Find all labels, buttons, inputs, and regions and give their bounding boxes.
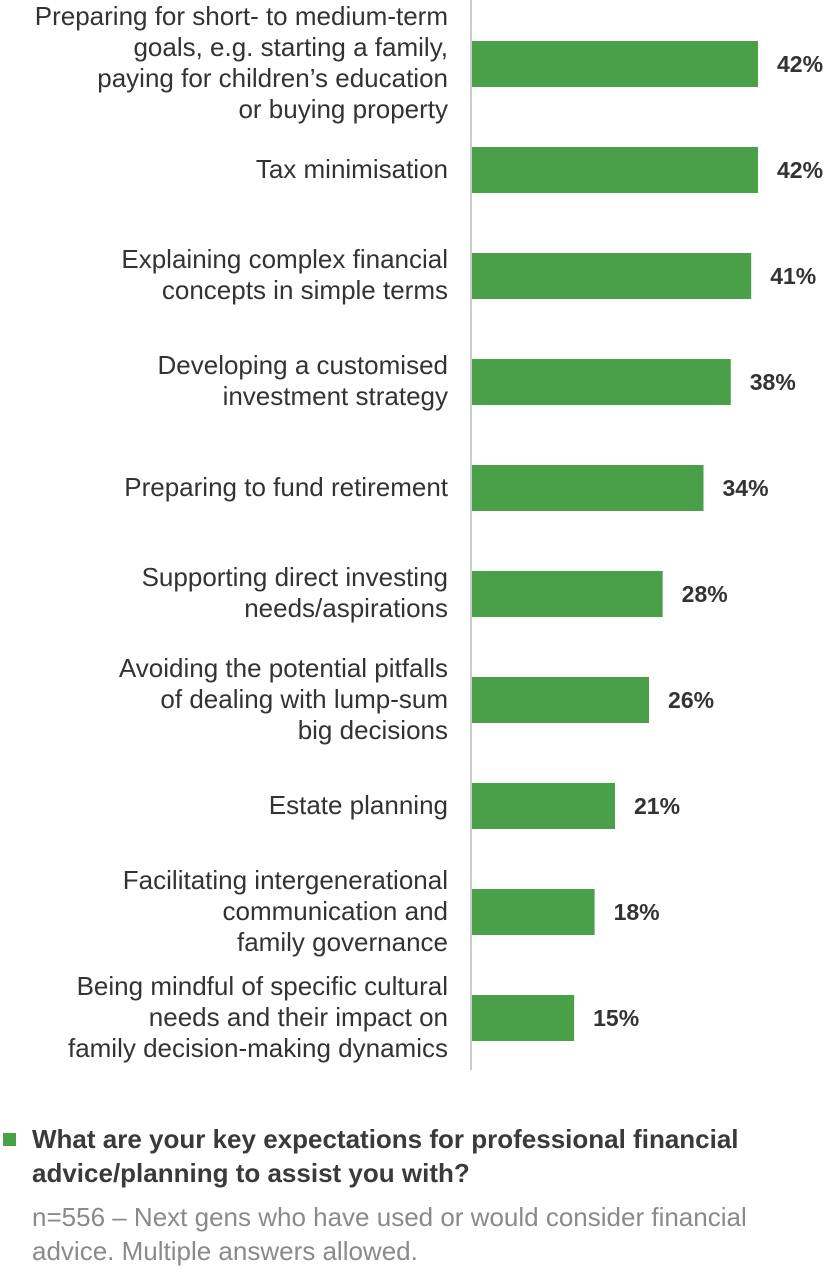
category-label-line: of dealing with lump-sum [160, 683, 448, 714]
bar [472, 147, 758, 193]
category-label-line: Supporting direct investing [141, 562, 448, 592]
category-label: Estate planning [8, 790, 448, 821]
data-label: 28% [682, 581, 728, 607]
bar [472, 995, 575, 1041]
category-label-line: Preparing for short- to medium-term [34, 1, 448, 31]
category-label-line: big decisions [297, 714, 448, 745]
category-label-line: Facilitating intergenerational [122, 864, 448, 895]
legend-question: What are your key expectations for profe… [32, 1124, 739, 1188]
data-label: 34% [723, 475, 769, 501]
data-label: 15% [593, 1005, 639, 1031]
category-label-line: needs/aspirations [244, 593, 448, 623]
category-label: Supporting direct investing needs/aspirat… [8, 562, 448, 624]
category-label: Being mindful of specific cultural needs … [8, 971, 448, 1064]
legend-marker [3, 1133, 16, 1146]
bar [472, 677, 650, 723]
bar [472, 465, 704, 511]
data-label: 26% [668, 687, 714, 713]
category-label-line: investment strategy [222, 381, 448, 411]
bar [472, 889, 595, 935]
category-label-line: concepts in simple terms [161, 275, 448, 305]
category-label: Tax minimisation [8, 154, 448, 185]
bar [472, 783, 615, 829]
category-label: Avoiding the potential pitfalls of dealin… [8, 653, 448, 746]
category-label-line: needs and their impact on [148, 1001, 448, 1032]
category-label-line: Estate planning [268, 789, 448, 820]
category-label-line: goals, e.g. starting a family, [133, 32, 448, 62]
bar-chart: 42% 42% 41% 38% 34% 28% 26% 21% 18% 15% Preparing… [8, 0, 823, 1070]
category-label-line: Developing a customised [157, 350, 449, 380]
chart-svg: 42% 42% 41% 38% 34% 28% 26% 21% 18% 15% [470, 0, 823, 1070]
data-label: 18% [614, 899, 660, 925]
category-label-line: family governance [237, 926, 448, 957]
category-label-line: paying for children’s education [97, 63, 448, 93]
bar [472, 41, 758, 87]
category-label: Facilitating intergenerational communicat… [8, 865, 448, 958]
data-label: 42% [777, 157, 823, 183]
category-label-line: Preparing to fund retirement [124, 471, 448, 502]
category-label-line: communication and [222, 895, 448, 926]
bar [472, 571, 663, 617]
bar [472, 359, 731, 405]
category-label: Developing a customised investment strate… [8, 350, 449, 412]
category-label-line: Tax minimisation [255, 153, 448, 184]
data-label: 21% [634, 793, 680, 819]
category-label-line: or buying property [238, 94, 448, 124]
data-label: 42% [777, 51, 823, 77]
category-label-line: family decision-making dynamics [67, 1032, 448, 1063]
data-label: 38% [750, 369, 796, 395]
category-label: Explaining complex financial concepts in … [8, 244, 448, 306]
bar [472, 253, 752, 299]
category-label: Preparing to fund retirement [8, 472, 448, 503]
category-label-line: Explaining complex financial [121, 244, 448, 274]
category-label-line: Avoiding the potential pitfalls [118, 652, 448, 683]
legend-note: n=556 – Next gens who have used or would… [32, 1202, 747, 1266]
category-label: Preparing for short- to medium-term goals… [8, 1, 448, 125]
data-label: 41% [770, 263, 816, 289]
category-label-line: Being mindful of specific cultural [76, 970, 448, 1001]
